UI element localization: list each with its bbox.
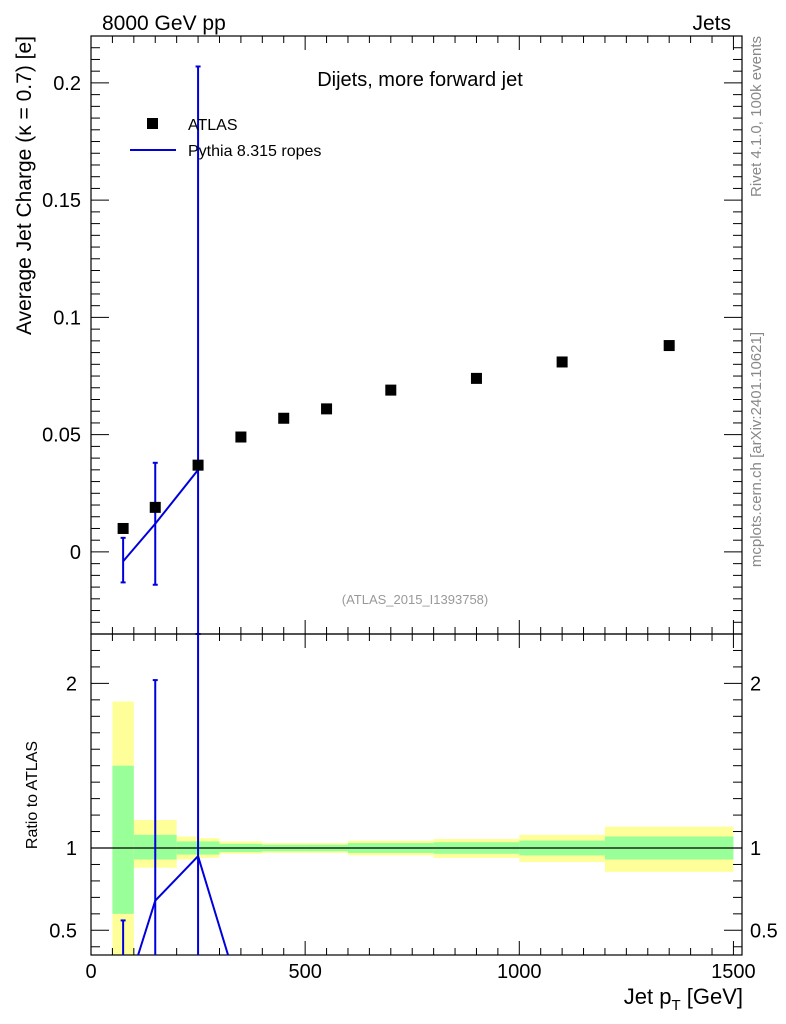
legend-label-atlas: ATLAS bbox=[188, 117, 238, 134]
ratio-axis-ticks: 0 500 1000 1500 0.5 0.5 1 1 2 2 bbox=[49, 633, 778, 983]
ratio-bands bbox=[112, 701, 734, 955]
atlas-data-point bbox=[117, 522, 129, 534]
legend: ATLAS Pythia 8.315 ropes bbox=[130, 117, 321, 160]
x-axis-title-sub: T bbox=[671, 997, 680, 1014]
header-energy-label: 8000 GeV pp bbox=[102, 12, 226, 35]
ratio-band-inner bbox=[112, 765, 134, 914]
main-axis-ticks: 0 0.05 0.1 0.15 0.2 bbox=[42, 35, 742, 634]
pythia-ratio-line bbox=[137, 854, 230, 955]
main-panel: 0 0.05 0.1 0.15 0.2 Dijets, more forward jet… bbox=[13, 35, 743, 635]
header-category-label: Jets bbox=[692, 12, 731, 35]
atlas-data-point bbox=[385, 384, 397, 396]
atlas-data-point bbox=[321, 403, 333, 415]
rivet-version-label: Rivet 4.1.0, 100k events bbox=[748, 36, 765, 197]
atlas-data-point bbox=[663, 340, 675, 352]
ratio-data-layer bbox=[120, 634, 230, 955]
x-tick-label: 0 bbox=[85, 961, 96, 983]
plot-title: Dijets, more forward jet bbox=[317, 69, 523, 91]
mcplots-reference-label: mcplots.cern.ch [arXiv:2401.10621] bbox=[748, 332, 765, 567]
ratio-y-tick-label-right: 0.5 bbox=[750, 920, 778, 942]
analysis-id-label: (ATLAS_2015_I1393758) bbox=[342, 592, 488, 607]
pythia-line bbox=[122, 469, 199, 562]
main-data-layer bbox=[117, 65, 675, 635]
ratio-clipped-group bbox=[120, 634, 230, 955]
y-tick-label: 0.05 bbox=[42, 425, 81, 447]
atlas-data-point bbox=[192, 459, 204, 471]
atlas-data-point bbox=[235, 431, 247, 443]
x-axis-title: Jet pT [GeV] bbox=[624, 984, 743, 1014]
x-tick-label: 500 bbox=[288, 961, 321, 983]
ratio-y-tick-label-left: 0.5 bbox=[49, 920, 77, 942]
x-tick-label: 1500 bbox=[711, 961, 756, 983]
x-tick-label: 1000 bbox=[497, 961, 542, 983]
atlas-data-point bbox=[149, 501, 161, 513]
ratio-y-tick-label-left: 2 bbox=[66, 673, 77, 695]
y-tick-label: 0 bbox=[70, 542, 81, 564]
legend-label-pythia: Pythia 8.315 ropes bbox=[188, 143, 321, 160]
atlas-data-point bbox=[556, 356, 568, 368]
ratio-y-tick-label-left: 1 bbox=[66, 838, 77, 860]
ratio-y-tick-label-right: 1 bbox=[750, 838, 761, 860]
x-axis-title-unit: [GeV] bbox=[681, 984, 743, 1009]
x-axis-title-main: Jet p bbox=[624, 984, 672, 1009]
ratio-axis-title: Ratio to ATLAS bbox=[24, 741, 41, 849]
y-tick-label: 0.15 bbox=[42, 190, 81, 212]
atlas-data-point bbox=[470, 372, 482, 384]
y-tick-label: 0.2 bbox=[53, 73, 81, 95]
ratio-plot-frame bbox=[90, 633, 743, 956]
y-axis-title: Average Jet Charge (κ = 0.7) [e] bbox=[13, 36, 36, 335]
ratio-y-tick-label-right: 2 bbox=[750, 673, 761, 695]
atlas-data-point bbox=[278, 412, 290, 424]
y-tick-label: 0.1 bbox=[53, 307, 81, 329]
legend-marker-atlas bbox=[147, 118, 158, 129]
ratio-panel: 0 500 1000 1500 0.5 0.5 1 1 2 2 Ratio to ATLAS bbox=[24, 633, 778, 983]
